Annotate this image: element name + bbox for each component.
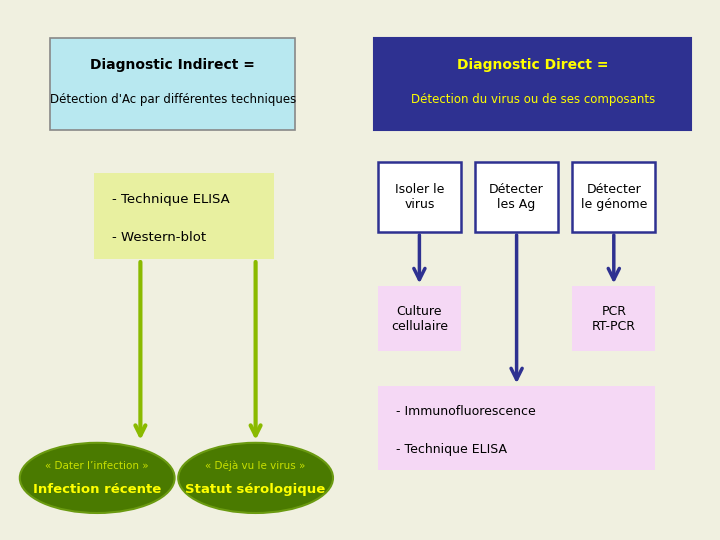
Text: PCR
RT-PCR: PCR RT-PCR — [592, 305, 636, 333]
Text: - Technique ELISA: - Technique ELISA — [396, 443, 507, 456]
Text: Détection d'Ac par différentes techniques: Détection d'Ac par différentes technique… — [50, 93, 296, 106]
Text: « Dater l’infection »: « Dater l’infection » — [45, 461, 149, 471]
Text: Détecter
les Ag: Détecter les Ag — [489, 183, 544, 211]
FancyBboxPatch shape — [94, 173, 274, 259]
FancyBboxPatch shape — [475, 162, 558, 232]
Text: Statut sérologique: Statut sérologique — [186, 483, 325, 496]
FancyBboxPatch shape — [378, 386, 655, 470]
Text: Diagnostic Indirect =: Diagnostic Indirect = — [91, 58, 255, 72]
Ellipse shape — [19, 443, 175, 513]
Text: « Déjà vu le virus »: « Déjà vu le virus » — [205, 461, 306, 471]
FancyBboxPatch shape — [378, 286, 461, 351]
Text: Culture
cellulaire: Culture cellulaire — [391, 305, 448, 333]
Ellipse shape — [179, 443, 333, 513]
FancyBboxPatch shape — [572, 162, 655, 232]
FancyBboxPatch shape — [378, 162, 461, 232]
Text: Isoler le
virus: Isoler le virus — [395, 183, 444, 211]
Text: Détection du virus ou de ses composants: Détection du virus ou de ses composants — [410, 93, 655, 106]
Text: - Technique ELISA: - Technique ELISA — [112, 193, 230, 206]
Text: - Western-blot: - Western-blot — [112, 231, 206, 244]
Text: - Immunofluorescence: - Immunofluorescence — [396, 405, 536, 418]
Text: Détecter
le génome: Détecter le génome — [580, 183, 647, 211]
FancyBboxPatch shape — [572, 286, 655, 351]
FancyBboxPatch shape — [374, 38, 691, 130]
Text: Diagnostic Direct =: Diagnostic Direct = — [457, 58, 608, 72]
FancyBboxPatch shape — [50, 38, 295, 130]
Text: Infection récente: Infection récente — [33, 483, 161, 496]
